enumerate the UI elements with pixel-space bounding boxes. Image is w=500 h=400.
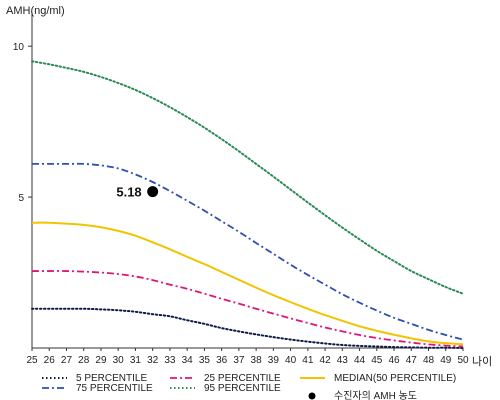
x-tick-label: 25	[26, 355, 38, 366]
legend-label-patient-amh: 수진자의 AMH 농도	[334, 390, 417, 400]
x-tick-label: 36	[216, 355, 228, 366]
x-tick-label: 38	[251, 355, 263, 366]
y-tick-label: 5	[18, 193, 24, 204]
x-tick-label: 37	[233, 355, 245, 366]
patient-amh-value-label: 5.18	[116, 185, 141, 200]
x-tick-label: 43	[337, 355, 349, 366]
x-tick-label: 44	[354, 355, 366, 366]
x-tick-label: 41	[302, 355, 314, 366]
x-tick-label: 47	[406, 355, 418, 366]
x-tick-label: 26	[44, 355, 56, 366]
series-lines	[31, 60, 464, 349]
x-tick-label: 30	[113, 355, 125, 366]
series-line-5-percentile	[31, 307, 464, 349]
x-tick-label: 35	[199, 355, 211, 366]
x-tick-label: 32	[147, 355, 159, 366]
x-tick-label: 46	[388, 355, 400, 366]
x-tick-label: 42	[320, 355, 332, 366]
x-tick-label: 50	[457, 355, 469, 366]
x-ticks: 25 26 27 28 29 30 31 32 33 34 35 36 37 38 39 40 41 42 43 44…	[26, 348, 469, 366]
legend-label-median-50-percentile: MEDIAN(50 PERCENTILE)	[334, 373, 456, 384]
legend-label-95-percentile: 95 PERCENTILE	[204, 383, 281, 394]
x-tick-label: 39	[268, 355, 280, 366]
x-tick-label: 33	[164, 355, 176, 366]
x-tick-label: 28	[78, 355, 90, 366]
x-tick-label: 34	[182, 355, 194, 366]
legend-label-75-percentile: 75 PERCENTILE	[76, 383, 153, 394]
y-ticks: 5 10	[13, 42, 32, 204]
y-axis-title: AMH(ng/ml)	[6, 5, 65, 17]
patient-point: 5.18	[116, 185, 159, 200]
patient-amh-marker	[147, 186, 159, 198]
legend-swatch-patient-amh	[308, 392, 316, 400]
legend: 5 PERCENTILE 25 PERCENTILE MEDIAN(50 PERCE…	[42, 373, 456, 400]
x-tick-label: 48	[423, 355, 435, 366]
legend-label-5-percentile: 5 PERCENTILE	[76, 373, 147, 384]
series-line-75-percentile	[32, 162, 464, 341]
x-tick-label: 45	[371, 355, 383, 366]
x-tick-label: 49	[440, 355, 452, 366]
series-line-25-percentile	[32, 270, 464, 348]
series-line-median-50-percentile	[31, 221, 464, 346]
legend-label-25-percentile: 25 PERCENTILE	[204, 373, 281, 384]
x-tick-label: 31	[130, 355, 142, 366]
series-line-95-percentile	[31, 60, 464, 295]
x-tick-label: 40	[285, 355, 297, 366]
x-tick-label: 27	[61, 355, 73, 366]
x-tick-label: 29	[95, 355, 107, 366]
x-axis-title: 나이	[472, 355, 492, 368]
y-tick-label: 10	[13, 42, 25, 53]
axes	[31, 12, 463, 349]
